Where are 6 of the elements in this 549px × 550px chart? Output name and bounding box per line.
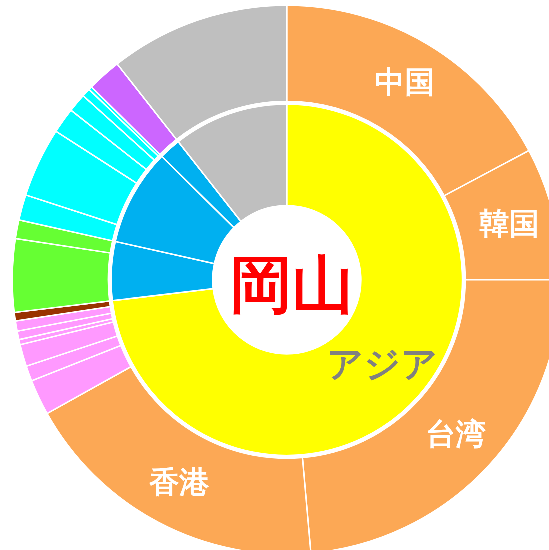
slice-label: 台湾 (426, 417, 486, 452)
text: 岡山 (230, 248, 354, 322)
slice-label: 香港 (148, 465, 211, 500)
slice-label: 韓国 (480, 206, 540, 242)
slice-label: 中国 (375, 66, 436, 101)
slice-label: アジア (327, 344, 438, 386)
